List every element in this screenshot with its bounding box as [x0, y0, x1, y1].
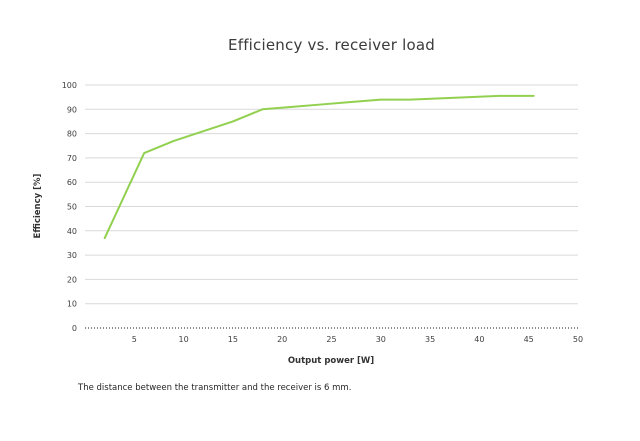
- chart-title: Efficiency vs. receiver load: [228, 36, 435, 54]
- x-tick-label: 10: [179, 335, 189, 344]
- y-tick-label: 0: [72, 324, 77, 333]
- y-tick-label: 30: [67, 251, 77, 260]
- efficiency-line: [103, 94, 535, 240]
- y-tick-label: 10: [67, 300, 77, 309]
- gridlines-group: [85, 84, 578, 329]
- y-tick-label: 90: [67, 105, 77, 114]
- x-axis-label: Output power [W]: [288, 356, 374, 366]
- y-tick-label: 70: [67, 154, 77, 163]
- y-tick-label: 20: [67, 275, 77, 284]
- y-tick-label: 60: [67, 178, 77, 187]
- y-tick-label: 50: [67, 203, 77, 212]
- x-tick-label: 15: [228, 335, 238, 344]
- x-tick-label: 5: [132, 335, 137, 344]
- tick-labels-group: 0 10 20 30 40 50 60 70 80 90 100 5 10 15 20 25 30 35 40 45 5…: [62, 81, 583, 344]
- x-tick-label: 45: [524, 335, 534, 344]
- y-tick-label: 100: [62, 81, 77, 90]
- x-tick-label: 30: [376, 335, 386, 344]
- series-group: [103, 94, 535, 240]
- x-tick-label: 50: [573, 335, 583, 344]
- x-tick-label: 20: [277, 335, 287, 344]
- chart-caption: The distance between the transmitter and…: [78, 383, 352, 393]
- x-tick-label: 25: [326, 335, 336, 344]
- y-tick-label: 40: [67, 227, 77, 236]
- y-tick-label: 80: [67, 130, 77, 139]
- y-axis-label: Efficiency [%]: [33, 173, 43, 238]
- x-tick-label: 35: [425, 335, 435, 344]
- x-tick-label: 40: [474, 335, 484, 344]
